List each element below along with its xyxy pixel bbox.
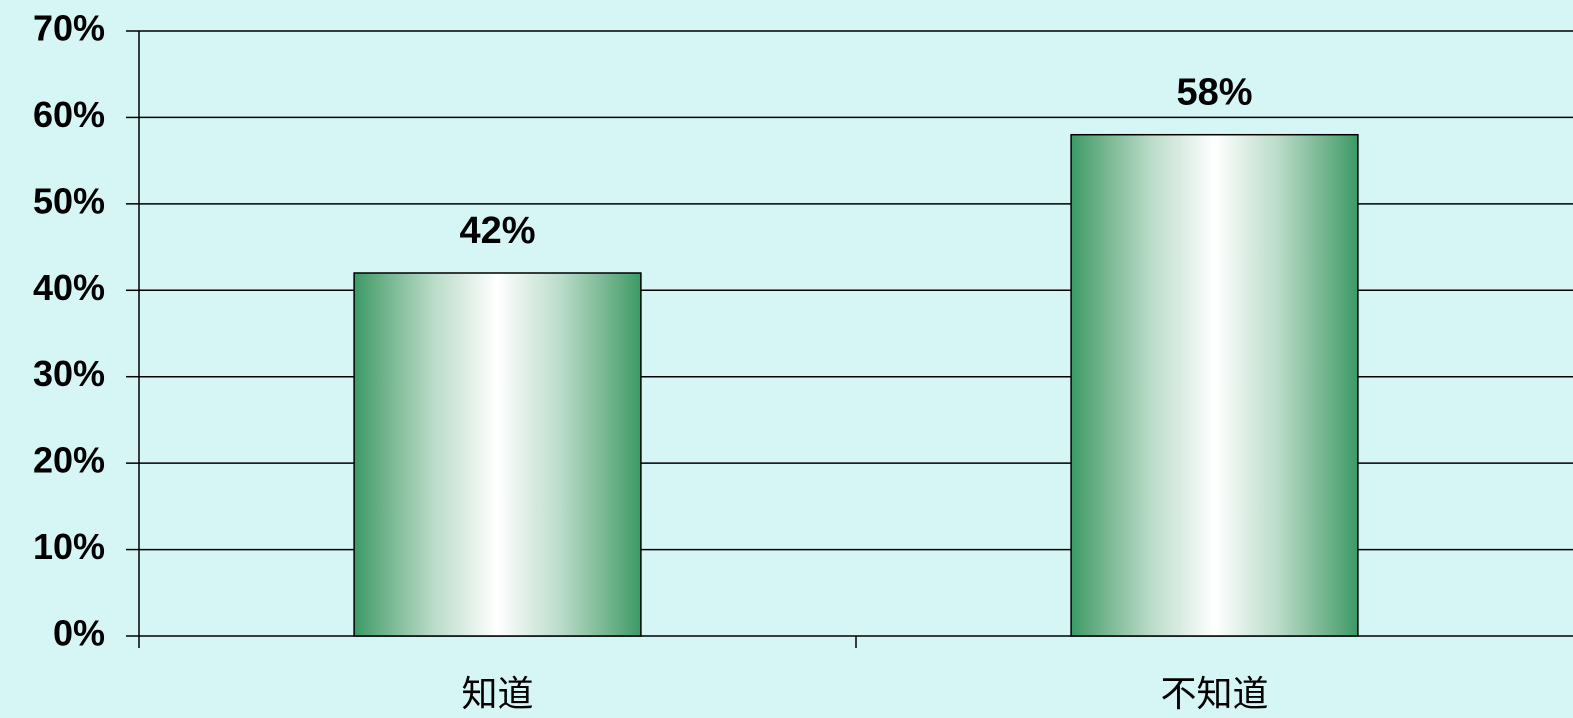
bar <box>353 272 642 637</box>
value-label: 42% <box>459 210 535 252</box>
bar <box>1070 133 1359 637</box>
x-tick-label: 不知道 <box>1160 674 1268 715</box>
y-tick-label: 40% <box>33 267 105 308</box>
y-tick-label: 0% <box>53 613 105 654</box>
y-tick-label: 70% <box>33 8 105 49</box>
value-label: 58% <box>1176 72 1252 114</box>
x-tick-label: 知道 <box>461 674 533 715</box>
y-tick-label: 10% <box>33 526 105 567</box>
y-tick-label: 30% <box>33 353 105 394</box>
y-tick-label: 50% <box>33 180 105 221</box>
y-tick-label: 20% <box>33 440 105 481</box>
y-tick-label: 60% <box>33 94 105 135</box>
